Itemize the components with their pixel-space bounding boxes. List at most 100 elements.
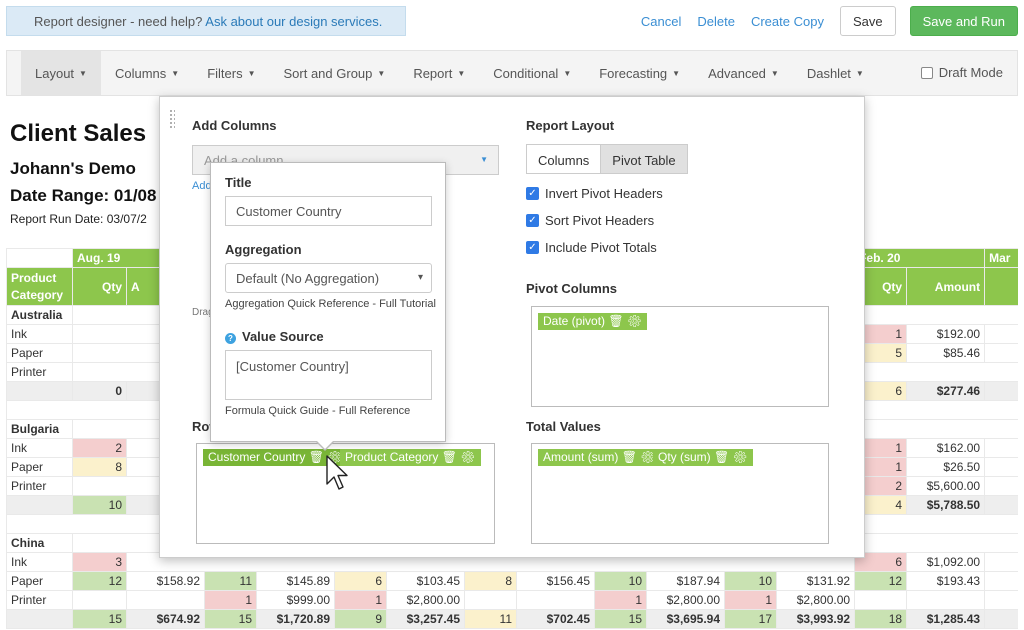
layout-columns-button[interactable]: Columns <box>526 144 602 174</box>
help-icon[interactable]: ? <box>225 333 236 344</box>
menu-forecasting[interactable]: Forecasting ▼ <box>585 51 694 95</box>
row-label: Paper <box>6 457 73 477</box>
gear-icon[interactable]: ⚙ <box>626 314 643 328</box>
trash-icon[interactable]: 🗑 <box>308 450 324 464</box>
value-tag-amount[interactable]: Amount (sum) 🗑 ⚙ <box>538 449 661 466</box>
gear-icon[interactable]: ⚙ <box>640 450 656 464</box>
checkbox-checked-icon[interactable]: ✓ <box>526 241 539 254</box>
add-columns-heading: Add Columns <box>192 118 277 133</box>
total-values-dropzone[interactable]: Amount (sum) 🗑 ⚙ Qty (sum) 🗑 ⚙ <box>531 443 829 544</box>
cell: 15 <box>72 609 127 629</box>
trash-icon[interactable]: 🗑 <box>714 450 730 464</box>
cell: 8 <box>464 571 517 591</box>
cell: $702.45 <box>516 609 595 629</box>
group-header: China <box>6 533 73 553</box>
draft-mode-toggle[interactable]: Draft Mode <box>920 65 1003 80</box>
column-header: Product Category <box>6 267 73 306</box>
month-header: Mar <box>984 248 1018 268</box>
invert-pivot-option[interactable]: ✓ Invert Pivot Headers <box>526 186 663 201</box>
tag-label: Customer Country <box>208 450 306 464</box>
cell <box>126 590 205 610</box>
checkbox-checked-icon[interactable]: ✓ <box>526 187 539 200</box>
cell: $674.92 <box>126 609 205 629</box>
caret-down-icon: ▼ <box>171 68 180 78</box>
add-link[interactable]: Add <box>192 180 212 192</box>
trash-icon[interactable]: 🗑 <box>608 314 624 328</box>
pivot-column-tag[interactable]: Date (pivot) 🗑 ⚙ <box>538 313 648 330</box>
value-source-text: Value Source <box>242 329 324 344</box>
draft-mode-checkbox[interactable] <box>920 66 933 79</box>
cell: 11 <box>204 571 257 591</box>
option-label: Invert Pivot Headers <box>545 186 663 201</box>
title-input[interactable] <box>225 196 432 226</box>
tag-label: Product Category <box>345 450 439 464</box>
cell: 1 <box>204 590 257 610</box>
menu-label: Report <box>413 65 453 81</box>
cell: $1,092.00 <box>906 552 986 572</box>
table-row: Paper 12 $158.92 11 $145.89 6 $103.45 8 $156… <box>6 571 1018 591</box>
cell: 0 <box>72 381 127 401</box>
title-label: Title <box>225 175 252 190</box>
cell: $2,800.00 <box>386 590 465 610</box>
trash-icon[interactable]: 🗑 <box>621 450 637 464</box>
menu-report[interactable]: Report ▼ <box>399 51 479 95</box>
gear-icon[interactable]: ⚙ <box>460 450 476 464</box>
caret-down-icon: ▼ <box>672 68 681 78</box>
row-label: Paper <box>6 343 73 363</box>
cell <box>854 590 908 610</box>
row-tag-product-category[interactable]: Product Category 🗑 ⚙ <box>340 449 481 466</box>
aggregation-reference-link[interactable]: Aggregation Quick Reference - Full Tutor… <box>225 298 436 310</box>
aggregation-select[interactable]: Default (No Aggregation) ▾ <box>225 263 432 293</box>
cell: $1,720.89 <box>256 609 335 629</box>
pivot-columns-dropzone[interactable]: Date (pivot) 🗑 ⚙ <box>531 306 829 407</box>
cell: 10 <box>594 571 647 591</box>
menu-filters[interactable]: Filters ▼ <box>193 51 269 95</box>
gear-icon[interactable]: ⚙ <box>732 450 748 464</box>
value-source-value: [Customer Country] <box>236 359 349 374</box>
total-values-heading: Total Values <box>526 419 601 434</box>
cell: 1 <box>854 324 908 344</box>
menu-conditional[interactable]: Conditional ▼ <box>479 51 585 95</box>
cell: $131.92 <box>775 571 856 591</box>
cell: $3,257.45 <box>386 609 465 629</box>
value-source-textarea[interactable]: [Customer Country] <box>225 350 432 400</box>
row-label: Ink <box>6 324 73 344</box>
formula-reference-link[interactable]: Formula Quick Guide - Full Reference <box>225 405 411 417</box>
cell: $2,800.00 <box>775 590 856 610</box>
menu-columns[interactable]: Columns ▼ <box>101 51 193 95</box>
aggregation-value: Default (No Aggregation) <box>236 271 380 286</box>
checkbox-checked-icon[interactable]: ✓ <box>526 214 539 227</box>
menu-advanced[interactable]: Advanced ▼ <box>694 51 793 95</box>
save-and-run-button[interactable]: Save and Run <box>909 6 1018 36</box>
cell: 3 <box>72 552 127 572</box>
group-header: Bulgaria <box>6 419 73 439</box>
rows-dropzone[interactable]: Customer Country 🗑 ⚙ Product Category 🗑 … <box>196 443 495 544</box>
column-settings-popover: Title Aggregation Default (No Aggregatio… <box>210 162 446 451</box>
menu-label: Conditional <box>493 65 559 81</box>
design-services-link[interactable]: Ask about our design services. <box>205 14 383 29</box>
report-subtitle: Johann's Demo <box>10 159 136 178</box>
layout-pivot-button[interactable]: Pivot Table <box>601 144 688 174</box>
save-button[interactable]: Save <box>839 6 896 36</box>
tag-label: Amount (sum) <box>543 450 619 464</box>
cell: 2 <box>72 438 127 458</box>
value-tag-qty[interactable]: Qty (sum) 🗑 ⚙ <box>653 449 753 466</box>
cancel-link[interactable]: Cancel <box>640 13 682 29</box>
menu-layout[interactable]: Layout ▼ <box>21 51 101 95</box>
drag-handle-icon[interactable] <box>169 109 175 129</box>
include-totals-option[interactable]: ✓ Include Pivot Totals <box>526 240 657 255</box>
menu-dashlet[interactable]: Dashlet ▼ <box>793 51 878 95</box>
menu-sort-and-group[interactable]: Sort and Group ▼ <box>270 51 400 95</box>
menu-label: Layout <box>35 65 75 81</box>
sort-pivot-option[interactable]: ✓ Sort Pivot Headers <box>526 213 654 228</box>
month-header: Feb. 20 <box>854 248 986 268</box>
row-label: Paper <box>6 571 73 591</box>
cell: 1 <box>334 590 387 610</box>
caret-down-icon: ▼ <box>480 155 488 164</box>
trash-icon[interactable]: 🗑 <box>441 450 457 464</box>
delete-link[interactable]: Delete <box>697 13 735 29</box>
cell: $3,993.92 <box>775 609 856 629</box>
create-copy-link[interactable]: Create Copy <box>750 13 824 29</box>
designer-menu-bar: Layout ▼ Columns ▼ Filters ▼ Sort and Group… <box>6 50 1018 96</box>
report-actions: Cancel Delete Create Copy Save Save and … <box>625 6 1018 36</box>
